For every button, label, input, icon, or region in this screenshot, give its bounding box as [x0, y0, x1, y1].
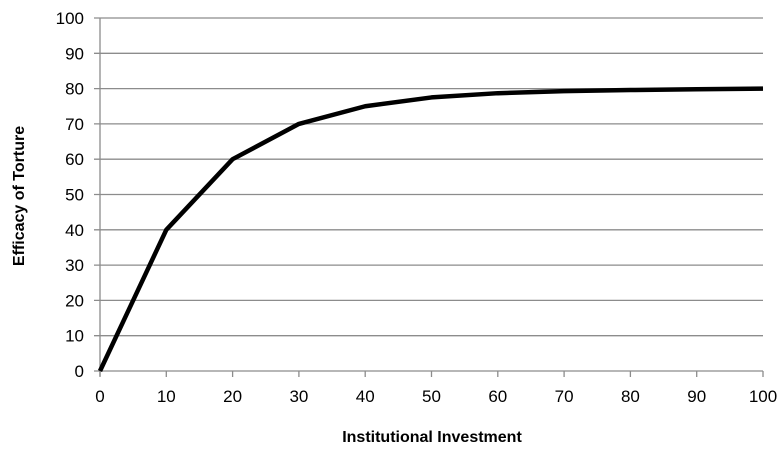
y-tick-label-20: 20 — [65, 291, 84, 310]
x-tick-label-100: 100 — [749, 387, 777, 406]
y-tick-labels: 0 10 20 30 40 50 60 70 80 90 100 — [56, 9, 84, 381]
x-axis-title: Institutional Investment — [342, 429, 522, 446]
gridlines — [94, 17, 763, 337]
x-tick-labels: 0 10 20 30 40 50 60 70 80 90 100 — [95, 387, 777, 406]
x-tick-label-30: 30 — [289, 387, 308, 406]
x-tick-label-60: 60 — [488, 387, 507, 406]
y-tick-label-70: 70 — [65, 115, 84, 134]
y-axis-title: Efficacy of Torture — [11, 126, 28, 266]
series-group — [97, 86, 764, 372]
series-line-0 — [97, 86, 764, 372]
y-tick-label-0: 0 — [75, 362, 84, 381]
y-tick-label-60: 60 — [65, 150, 84, 169]
x-tick-label-50: 50 — [422, 387, 441, 406]
y-tick-label-10: 10 — [65, 327, 84, 346]
y-tick-label-50: 50 — [65, 186, 84, 205]
y-tick-label-80: 80 — [65, 80, 84, 99]
x-tick-label-70: 70 — [555, 387, 574, 406]
x-tick-label-10: 10 — [157, 387, 176, 406]
x-tick-label-40: 40 — [356, 387, 375, 406]
x-tick-label-80: 80 — [621, 387, 640, 406]
x-tick-label-0: 0 — [95, 387, 104, 406]
y-tick-label-90: 90 — [65, 44, 84, 63]
x-tick-label-90: 90 — [687, 387, 706, 406]
axes — [94, 18, 764, 377]
y-tick-label-100: 100 — [56, 9, 84, 28]
y-tick-label-30: 30 — [65, 256, 84, 275]
y-tick-label-40: 40 — [65, 221, 84, 240]
x-tick-label-20: 20 — [223, 387, 242, 406]
